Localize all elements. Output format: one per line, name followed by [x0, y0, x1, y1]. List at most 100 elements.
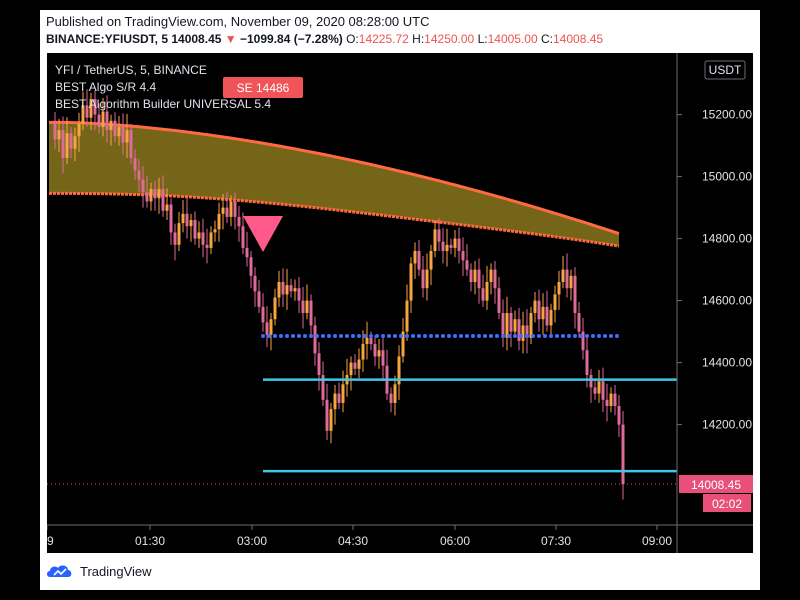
candle-body [389, 393, 393, 403]
dotted-level-point [435, 333, 439, 338]
x-tick-label: 9 [47, 534, 54, 548]
dotted-level-point [417, 333, 421, 338]
candle-body [613, 393, 617, 407]
tradingview-logo[interactable]: TradingView [46, 563, 152, 579]
candle-body [153, 189, 157, 199]
candle-body [477, 269, 481, 289]
x-tick-label: 06:00 [440, 534, 470, 548]
candle-body [273, 297, 277, 320]
dotted-level-point [543, 333, 547, 338]
candle-body [61, 130, 65, 159]
candle-body [361, 344, 365, 360]
candle-body [241, 226, 245, 248]
low-label: L: [477, 32, 488, 46]
dotted-level-point [303, 333, 307, 338]
dotted-level-point [333, 333, 337, 338]
dotted-level-point [507, 333, 511, 338]
candle-body [305, 300, 309, 314]
y-tick-label: 14800.00 [702, 232, 752, 246]
candle-body [621, 424, 625, 485]
candle-body [593, 387, 597, 394]
dotted-level-point [603, 333, 607, 338]
dotted-level-point [477, 333, 481, 338]
candle-body [561, 269, 565, 283]
dotted-level-point [381, 333, 385, 338]
candle-body [545, 306, 549, 326]
candle-body [417, 251, 421, 270]
dotted-level-point [423, 333, 427, 338]
dotted-level-point [297, 333, 301, 338]
candle-body [509, 313, 513, 332]
dotted-level-point [483, 333, 487, 338]
dotted-level-point [411, 333, 415, 338]
y-tick-label: 14200.00 [702, 418, 752, 432]
candle-body [249, 257, 253, 276]
candle-body [529, 313, 533, 338]
dotted-level-point [345, 333, 349, 338]
candle-body [617, 406, 621, 425]
candle-body [149, 189, 153, 202]
signal-badge: SE 14486 [237, 81, 290, 95]
tradingview-cloud-icon [47, 565, 72, 577]
candle-body [69, 133, 73, 149]
candle-body [473, 269, 477, 283]
candle-body [281, 282, 285, 295]
y-tick-label: 14600.00 [702, 294, 752, 308]
candle-body [581, 331, 585, 351]
dotted-level-point [267, 333, 271, 338]
ribbon-band [49, 122, 619, 247]
candle-body [349, 362, 353, 376]
candle-body [89, 99, 93, 118]
candle-body [537, 300, 541, 320]
candle-body [329, 409, 333, 431]
symbol-bar: BINANCE:YFIUSDT, 5 14008.45 ▼ −1099.84 (… [46, 32, 603, 46]
candle-body [489, 269, 493, 283]
candle-body [325, 399, 329, 431]
candle-body [53, 120, 57, 140]
candle-body [73, 136, 77, 149]
dotted-level-point [339, 333, 343, 338]
candle-body [197, 232, 201, 239]
candle-body [609, 393, 613, 407]
dotted-level-point [393, 333, 397, 338]
dotted-level-point [513, 333, 517, 338]
candle-body [117, 127, 121, 137]
candle-body [533, 300, 537, 314]
down-arrow-icon: ▼ [224, 32, 237, 46]
currency-badge: USDT [709, 63, 742, 77]
price-change: −1099.84 (−7.28%) [240, 32, 343, 46]
dotted-level-point [309, 333, 313, 338]
candle-body [169, 204, 173, 233]
dotted-level-point [375, 333, 379, 338]
x-tick-label: 04:30 [338, 534, 368, 548]
candle-body [589, 375, 593, 388]
candle-body [177, 223, 181, 245]
candle-body [373, 344, 377, 357]
dotted-level-point [519, 333, 523, 338]
candle-body [337, 393, 341, 403]
candle-body [505, 313, 509, 338]
candle-body [277, 282, 281, 298]
candle-body [397, 356, 401, 385]
candle-body [465, 260, 469, 270]
candle-body [257, 291, 261, 307]
candle-body [233, 201, 237, 217]
dotted-level-point [537, 333, 541, 338]
candlestick-chart[interactable]: 14200.00 14400.00 14600.00 14800.00 15000.00… [46, 53, 753, 553]
candle-body [301, 300, 305, 314]
candle-body [209, 232, 213, 248]
sell-signal-triangle [243, 216, 283, 252]
candle-body [553, 294, 557, 310]
candle-body [461, 251, 465, 261]
candle-body [565, 269, 569, 289]
candle-body [569, 275, 573, 289]
candle-body [85, 105, 89, 118]
candle-body [201, 232, 205, 245]
dotted-level-point [471, 333, 475, 338]
chart-area[interactable]: 14200.00 14400.00 14600.00 14800.00 15000.00… [46, 53, 753, 553]
dotted-level-point [453, 333, 457, 338]
candle-body [409, 263, 413, 301]
candle-body [265, 322, 269, 335]
y-tick-label: 15200.00 [702, 108, 752, 122]
dotted-level-point [573, 333, 577, 338]
